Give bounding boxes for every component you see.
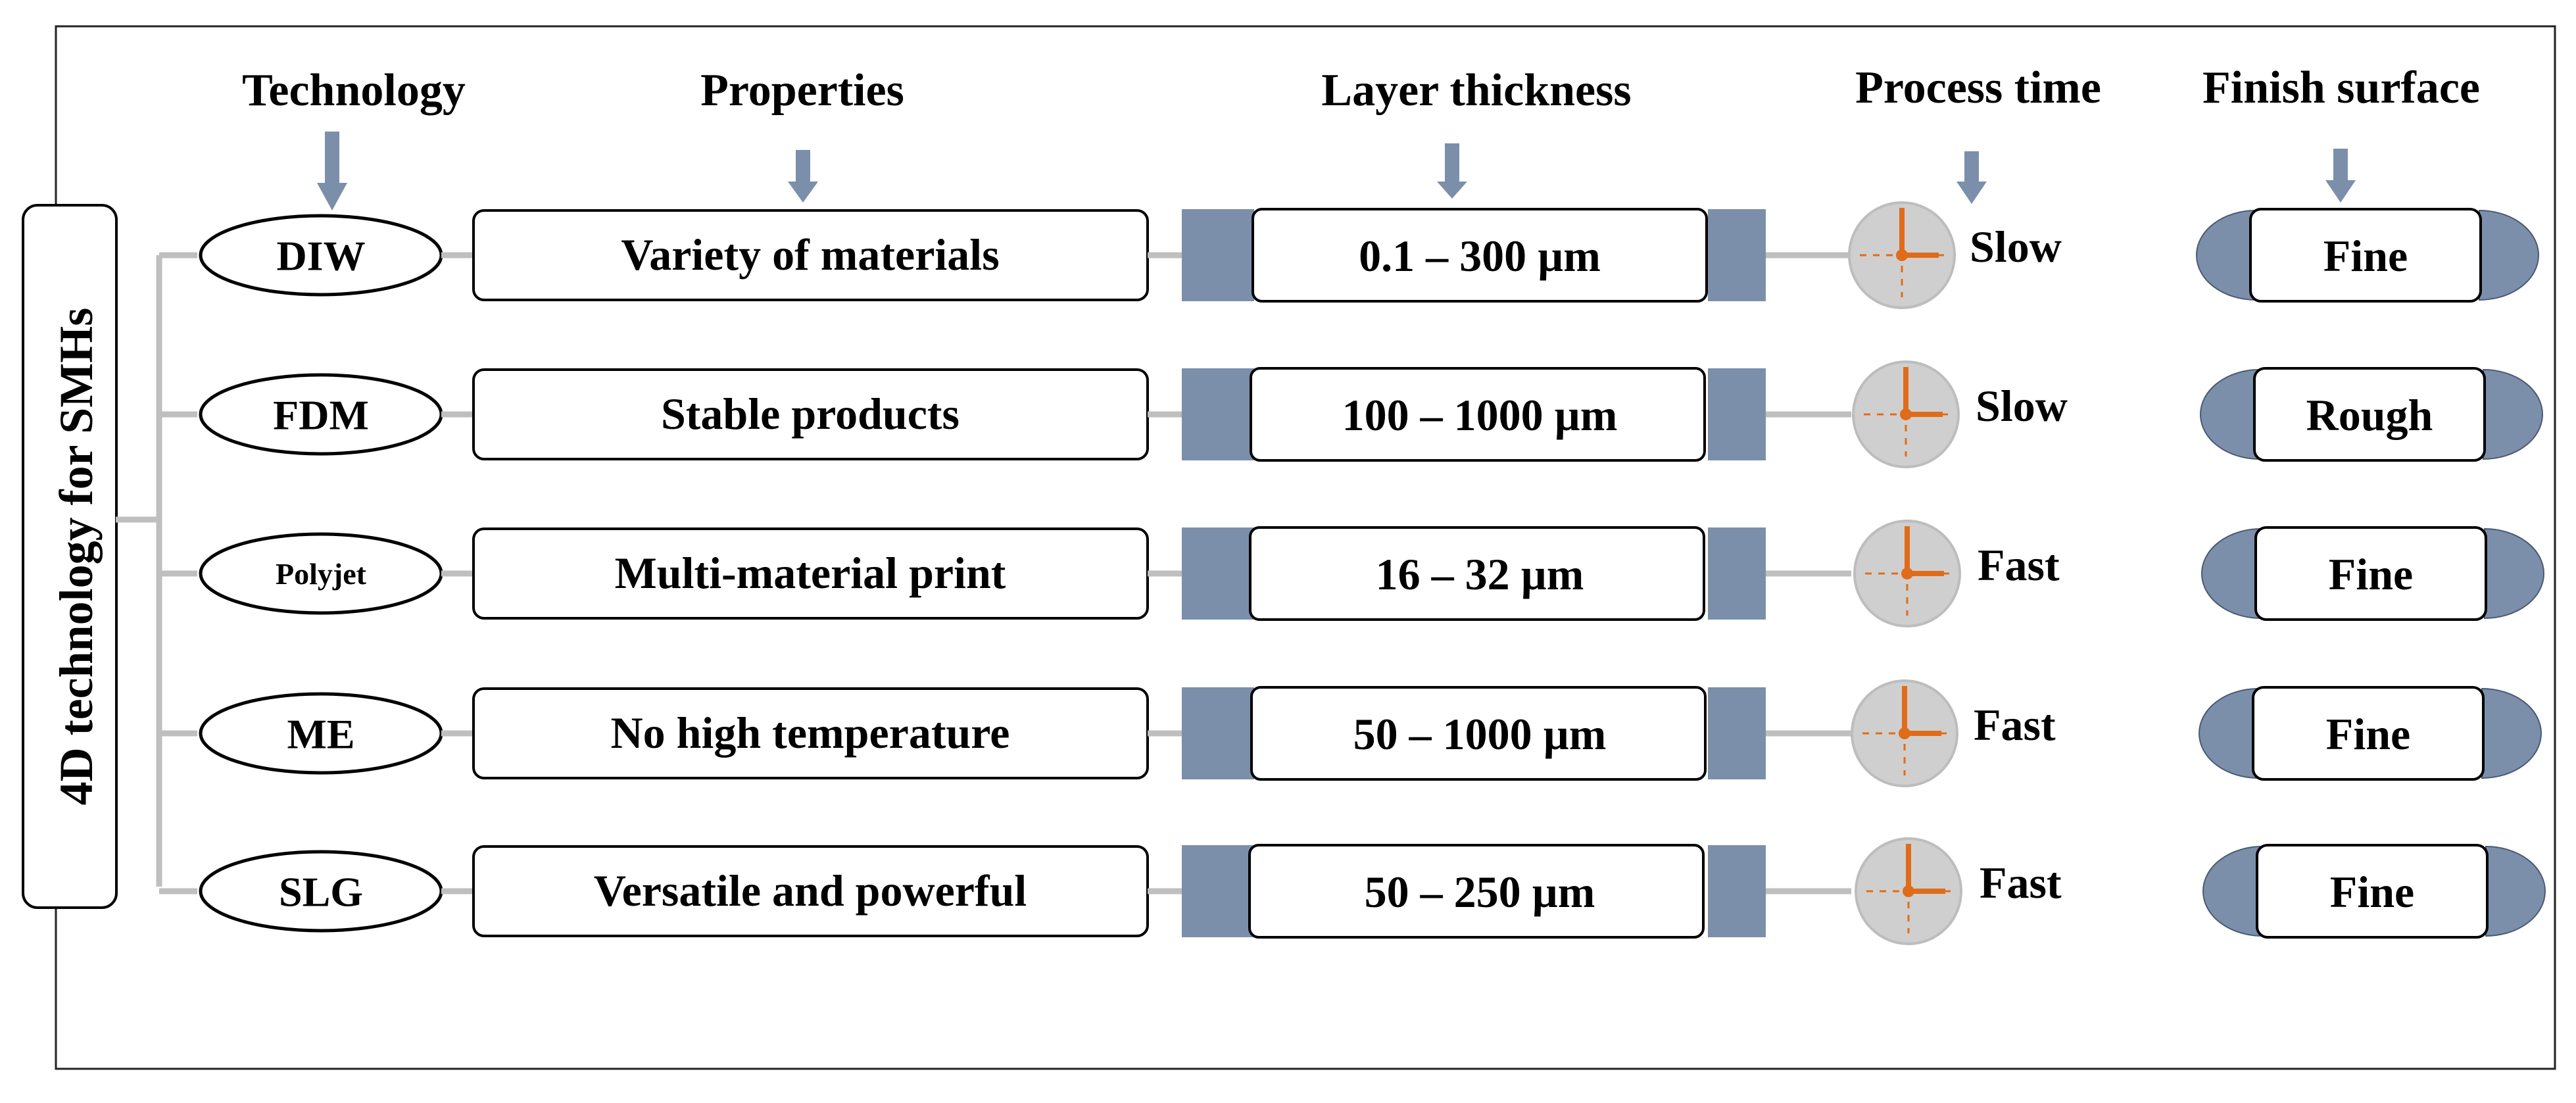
clock-icon: [1848, 201, 1956, 309]
finish-surface: Fine: [2196, 208, 2539, 303]
layer-thickness-box: [1250, 686, 1707, 781]
layer-thickness-label: 100 – 1000 µm: [1342, 390, 1618, 440]
header-layer-thickness: Layer thickness: [1321, 65, 1631, 116]
layer-thickness-box: [1248, 844, 1705, 939]
technology-label: ME: [287, 710, 354, 757]
header-process-time: Process time: [1855, 62, 2101, 113]
layer-block-right: [1708, 368, 1766, 460]
arrow-down-icon: [1956, 151, 1987, 204]
finish-surface: Fine: [2201, 526, 2544, 621]
finish-box: [2252, 686, 2485, 781]
finish-label: Fine: [2323, 231, 2408, 281]
table-row: DIW Variety of materials 0.1 – 300 µm Slow F…: [159, 201, 2539, 309]
clock-icon: [1855, 837, 1962, 945]
header-arrows: [317, 132, 2356, 210]
arrow-down-icon: [317, 132, 347, 210]
technology-label: DIW: [276, 232, 365, 279]
finish-surface: Rough: [2200, 367, 2543, 462]
arrow-down-icon: [788, 150, 818, 203]
table-row: ME No high temperature 50 – 1000 µm Fast Fin…: [159, 679, 2542, 787]
layer-block-left: [1182, 687, 1254, 779]
process-time-label: Slow: [1976, 381, 2068, 431]
finish-label: Fine: [2326, 709, 2410, 759]
layer-thickness-label: 50 – 1000 µm: [1353, 709, 1607, 759]
side-label: 4D technology for SMHs: [50, 308, 103, 806]
layer-thickness-box: [1250, 367, 1706, 462]
layer-thickness-label: 16 – 32 µm: [1376, 549, 1584, 599]
header-properties: Properties: [700, 65, 904, 116]
table-row: SLG Versatile and powerful 50 – 250 µm Fast…: [159, 837, 2546, 945]
clock-icon: [1853, 520, 1961, 627]
finish-label: Fine: [2329, 549, 2413, 599]
column-headers: Technology Properties Layer thickness Pr…: [242, 62, 2480, 116]
process-time-label: Fast: [1978, 540, 2060, 590]
arrow-down-icon: [1437, 143, 1467, 199]
process-time-label: Slow: [1970, 222, 2062, 272]
clock-icon: [1852, 360, 1960, 468]
header-technology: Technology: [242, 65, 466, 116]
table-row: FDM Stable products 100 – 1000 µm Slow Rough: [159, 360, 2543, 468]
property-label: No high temperature: [611, 708, 1010, 758]
finish-surface: Fine: [2202, 844, 2546, 939]
technology-label: FDM: [273, 391, 369, 438]
finish-label: Rough: [2306, 390, 2433, 440]
layer-thickness-box: [1252, 208, 1708, 303]
finish-surface: Fine: [2199, 686, 2542, 781]
layer-block-right: [1708, 209, 1766, 301]
layer-thickness-box: [1249, 526, 1705, 621]
layer-block-left: [1182, 845, 1254, 937]
layer-block-left: [1182, 527, 1254, 620]
property-label: Variety of materials: [621, 230, 999, 280]
layer-block-right: [1708, 527, 1766, 620]
technology-label: SLG: [279, 868, 363, 915]
layer-thickness-label: 50 – 250 µm: [1365, 867, 1595, 917]
property-label: Versatile and powerful: [594, 866, 1027, 916]
layer-block-right: [1708, 845, 1766, 937]
process-time-label: Fast: [1974, 700, 2056, 750]
tree-connector: [116, 255, 162, 887]
process-time-label: Fast: [1980, 858, 2062, 908]
layer-block-right: [1708, 687, 1766, 779]
side-label-box: 4D technology for SMHs: [22, 204, 118, 909]
technology-label: Polyjet: [276, 557, 367, 591]
finish-label: Fine: [2330, 867, 2414, 917]
table-row: Polyjet Multi-material print 16 – 32 µm Fas…: [159, 520, 2544, 627]
finish-box: [2249, 208, 2482, 303]
finish-box: [2253, 367, 2486, 462]
header-finish-surface: Finish surface: [2202, 62, 2480, 113]
layer-block-left: [1182, 368, 1254, 460]
arrow-down-icon: [2325, 149, 2356, 203]
layer-block-left: [1182, 209, 1254, 301]
clock-icon: [1851, 679, 1958, 787]
property-label: Stable products: [661, 389, 960, 439]
finish-box: [2254, 526, 2487, 621]
rows: DIW Variety of materials 0.1 – 300 µm Slow F…: [159, 201, 2546, 945]
property-label: Multi-material print: [615, 548, 1006, 598]
layer-thickness-label: 0.1 – 300 µm: [1359, 231, 1601, 281]
finish-box: [2256, 844, 2489, 939]
